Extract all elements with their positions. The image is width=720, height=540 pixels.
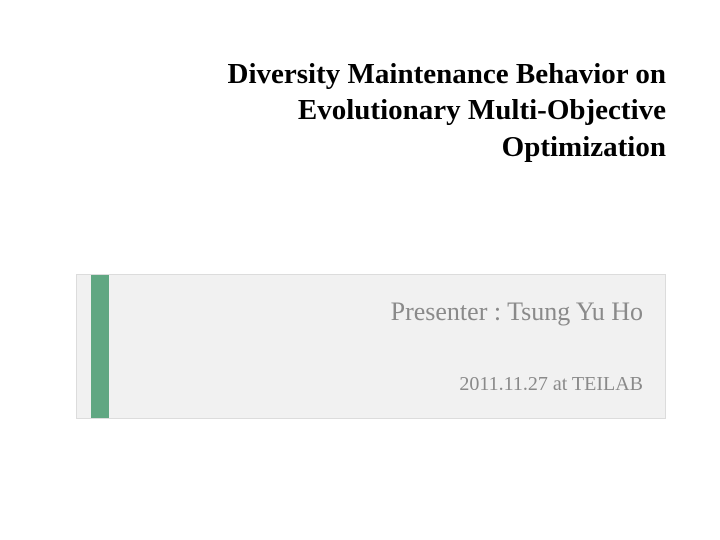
slide-title: Diversity Maintenance Behavior on Evolut… — [54, 56, 666, 165]
title-line-1: Diversity Maintenance Behavior on — [54, 56, 666, 92]
accent-bar — [91, 275, 109, 418]
presenter-block: Presenter : Tsung Yu Ho 2011.11.27 at TE… — [76, 274, 666, 419]
slide-container: Diversity Maintenance Behavior on Evolut… — [0, 0, 720, 540]
title-line-2: Evolutionary Multi-Objective — [54, 92, 666, 128]
date-location-label: 2011.11.27 at TEILAB — [459, 373, 643, 396]
title-line-3: Optimization — [54, 129, 666, 165]
presenter-label: Presenter : Tsung Yu Ho — [391, 297, 643, 327]
